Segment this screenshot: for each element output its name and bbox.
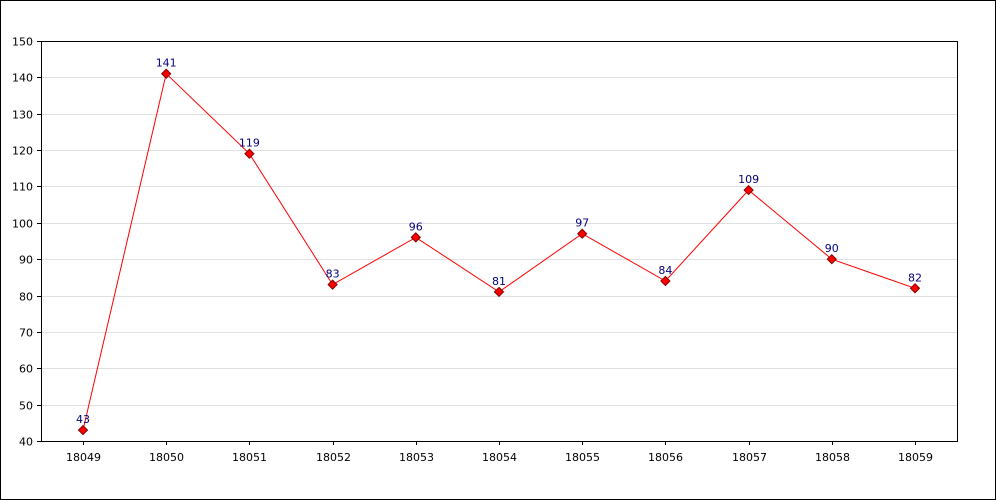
data-label-18058: 90 bbox=[825, 242, 839, 255]
y-tick-label-40: 40 bbox=[19, 436, 33, 449]
data-point-18052 bbox=[327, 279, 338, 290]
y-tick-label-80: 80 bbox=[19, 291, 33, 304]
gridlines bbox=[41, 77, 957, 406]
series-line-0 bbox=[82, 72, 916, 431]
series bbox=[82, 72, 916, 431]
x-tick-label-18049: 18049 bbox=[66, 451, 101, 464]
data-label-18056: 84 bbox=[658, 264, 672, 277]
y-tick-label-120: 120 bbox=[12, 145, 33, 158]
x-tick-label-18057: 18057 bbox=[732, 451, 767, 464]
y-tick-label-60: 60 bbox=[19, 363, 33, 376]
x-tick-label-18053: 18053 bbox=[399, 451, 434, 464]
y-axis-ticks: 40 50 60 70 80 90 100 110 120 130 140 150 bbox=[12, 36, 41, 449]
y-tick-label-110: 110 bbox=[12, 181, 33, 194]
y-tick-label-130: 130 bbox=[12, 109, 33, 122]
data-label-18052: 83 bbox=[326, 268, 340, 281]
data-point-18050 bbox=[160, 68, 172, 79]
data-point-18057 bbox=[743, 184, 754, 196]
x-tick-label-18055: 18055 bbox=[565, 451, 600, 464]
x-tick-label-18051: 18051 bbox=[232, 451, 267, 464]
data-point-18058 bbox=[826, 253, 838, 265]
data-label-18055: 97 bbox=[575, 217, 589, 230]
data-label-18054: 81 bbox=[492, 275, 506, 288]
data-point-18051 bbox=[244, 148, 255, 159]
x-axis-ticks: 18049 18050 18051 18052 18053 18054 18055 18056… bbox=[66, 441, 933, 464]
y-tick-label-140: 140 bbox=[12, 72, 33, 85]
data-point-18054 bbox=[493, 286, 505, 298]
y-tick-label-100: 100 bbox=[12, 218, 33, 231]
x-tick-label-18058: 18058 bbox=[815, 451, 850, 464]
data-point-18056 bbox=[660, 275, 671, 287]
data-point-18055 bbox=[576, 228, 588, 239]
data-label-18057: 109 bbox=[738, 173, 759, 186]
data-label-18053: 96 bbox=[409, 220, 423, 233]
y-tick-label-90: 90 bbox=[19, 254, 33, 267]
y-tick-label-70: 70 bbox=[19, 327, 33, 340]
markers bbox=[77, 68, 921, 436]
data-point-18059 bbox=[909, 283, 921, 294]
data-label-18049: 43 bbox=[76, 413, 90, 426]
x-tick-label-18056: 18056 bbox=[648, 451, 683, 464]
data-point-18053 bbox=[410, 232, 422, 243]
plot-area bbox=[41, 41, 958, 442]
y-tick-label-50: 50 bbox=[19, 400, 33, 413]
data-label-18051: 119 bbox=[239, 137, 260, 150]
data-label-18050: 141 bbox=[156, 57, 177, 70]
x-tick-label-18050: 18050 bbox=[149, 451, 184, 464]
y-tick-label-150: 150 bbox=[12, 36, 33, 49]
x-tick-label-18054: 18054 bbox=[482, 451, 517, 464]
data-label-18059: 82 bbox=[908, 271, 922, 284]
x-tick-label-18059: 18059 bbox=[898, 451, 933, 464]
data-point-18049 bbox=[77, 424, 89, 436]
x-tick-label-18052: 18052 bbox=[316, 451, 351, 464]
data-labels: 43 141 119 83 96 81 97 84 109 90 82 bbox=[76, 57, 922, 426]
